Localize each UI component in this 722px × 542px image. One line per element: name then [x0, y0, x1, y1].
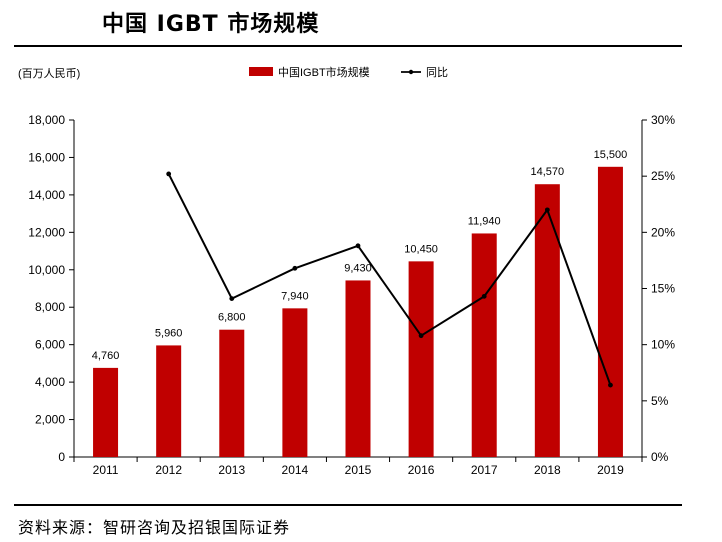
- bar: [534, 184, 560, 457]
- bar-data-label: 14,570: [531, 166, 565, 178]
- y-left-tick-label: 8,000: [35, 300, 65, 314]
- bar-data-label: 15,500: [594, 149, 628, 161]
- x-tick-label: 2013: [218, 463, 245, 477]
- legend-swatch-bar: [249, 67, 273, 76]
- bar: [471, 233, 497, 457]
- bottom-divider: [14, 504, 682, 506]
- unit-label: (百万人民币): [18, 67, 80, 80]
- line-point: [166, 171, 172, 177]
- bar-data-label: 4,760: [92, 350, 120, 362]
- bar: [282, 308, 308, 457]
- y-left-tick-label: 18,000: [28, 113, 65, 127]
- bar-data-label: 7,940: [281, 290, 309, 302]
- x-tick-label: 2017: [471, 463, 498, 477]
- bar: [156, 345, 182, 457]
- bar: [345, 280, 371, 457]
- y-right-tick-label: 15%: [651, 282, 675, 296]
- page-title: 中国 IGBT 市场规模: [102, 12, 320, 37]
- y-left-tick-label: 14,000: [28, 188, 65, 202]
- legend-label-bar: 中国IGBT市场规模: [278, 65, 370, 79]
- line-series: [167, 173, 612, 386]
- line-point: [229, 296, 235, 302]
- bar-data-label: 5,960: [155, 327, 183, 339]
- x-tick-label: 2016: [408, 463, 435, 477]
- line-point: [481, 293, 487, 299]
- y-left-tick-label: 10,000: [28, 263, 65, 277]
- bar-data-label: 6,800: [218, 312, 246, 324]
- y-right-tick-label: 5%: [651, 394, 669, 408]
- x-tick-label: 2014: [282, 463, 309, 477]
- x-tick-label: 2015: [345, 463, 372, 477]
- line-point: [418, 333, 424, 339]
- line-point: [292, 265, 298, 271]
- x-tick-label: 2011: [93, 463, 119, 477]
- y-right-tick-label: 10%: [651, 338, 675, 352]
- bar-data-label: 9,430: [344, 262, 372, 274]
- line-point: [544, 207, 550, 213]
- y-right-tick-label: 25%: [651, 169, 675, 183]
- y-left-tick-label: 6,000: [35, 338, 65, 352]
- legend-marker-line: [408, 69, 414, 75]
- y-right-tick-label: 30%: [651, 113, 675, 127]
- y-left-tick-label: 12,000: [28, 225, 65, 239]
- bar: [597, 166, 623, 458]
- bar: [219, 329, 245, 457]
- y-left-tick-label: 4,000: [35, 375, 65, 389]
- bar: [93, 367, 119, 457]
- source-note: 资料来源：智研咨询及招银国际证券: [18, 518, 291, 537]
- bar-data-label: 11,940: [468, 215, 501, 227]
- y-right-tick-label: 20%: [651, 225, 675, 239]
- y-left-tick-label: 16,000: [28, 150, 65, 164]
- bar-data-label: 10,450: [404, 243, 438, 255]
- line-point: [608, 382, 613, 388]
- y-left-tick-label: 0: [58, 450, 65, 464]
- bar: [408, 261, 434, 457]
- y-left-tick-label: 2,000: [35, 413, 65, 427]
- x-tick-label: 2018: [534, 463, 561, 477]
- line-point: [355, 243, 361, 249]
- y-right-tick-label: 0%: [651, 450, 669, 464]
- x-tick-label: 2012: [155, 463, 182, 477]
- x-tick-label: 2019: [597, 463, 624, 477]
- legend-label-line: 同比: [426, 66, 448, 79]
- top-divider: [14, 45, 682, 47]
